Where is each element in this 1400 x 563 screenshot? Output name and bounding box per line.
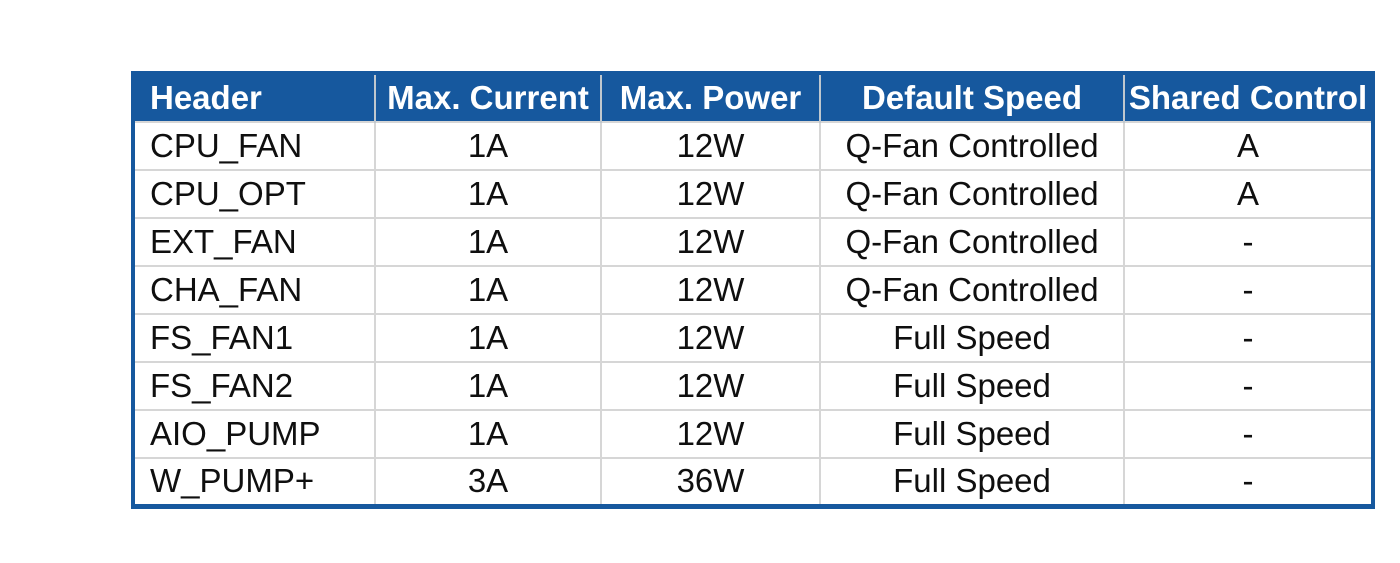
table-header-row: Header Max. Current Max. Power Default S… — [133, 73, 1373, 122]
cell-header: FS_FAN2 — [133, 361, 375, 410]
cell-default-speed: Full Speed — [819, 457, 1124, 506]
cell-max-current: 3A — [374, 457, 601, 506]
table-row: EXT_FAN 1A 12W Q-Fan Controlled - — [133, 217, 1373, 266]
cell-header: FS_FAN1 — [133, 313, 375, 362]
table-row: FS_FAN1 1A 12W Full Speed - — [133, 313, 1373, 362]
cell-default-speed: Full Speed — [819, 409, 1124, 458]
cell-header: W_PUMP+ — [133, 457, 375, 506]
cell-default-speed: Full Speed — [819, 313, 1124, 362]
table-row: CHA_FAN 1A 12W Q-Fan Controlled - — [133, 265, 1373, 314]
cell-shared-control: - — [1123, 457, 1373, 506]
cell-shared-control: - — [1123, 217, 1373, 266]
column-header-header: Header — [133, 73, 375, 122]
cell-header: CPU_OPT — [133, 169, 375, 218]
table-row: FS_FAN2 1A 12W Full Speed - — [133, 361, 1373, 410]
cell-max-power: 12W — [600, 313, 820, 362]
cell-header: EXT_FAN — [133, 217, 375, 266]
column-header-default-speed: Default Speed — [819, 73, 1124, 122]
cell-default-speed: Q-Fan Controlled — [819, 217, 1124, 266]
cell-shared-control: - — [1123, 265, 1373, 314]
cell-header: CHA_FAN — [133, 265, 375, 314]
fan-header-spec-table: Header Max. Current Max. Power Default S… — [131, 71, 1375, 509]
cell-default-speed: Full Speed — [819, 361, 1124, 410]
cell-max-power: 12W — [600, 265, 820, 314]
cell-max-current: 1A — [374, 169, 601, 218]
cell-header: CPU_FAN — [133, 121, 375, 170]
table-row: CPU_FAN 1A 12W Q-Fan Controlled A — [133, 121, 1373, 170]
cell-max-current: 1A — [374, 361, 601, 410]
cell-shared-control: - — [1123, 361, 1373, 410]
column-header-max-power: Max. Power — [600, 73, 820, 122]
cell-max-current: 1A — [374, 217, 601, 266]
cell-header: AIO_PUMP — [133, 409, 375, 458]
column-header-shared-control: Shared Control — [1123, 73, 1373, 122]
cell-max-power: 12W — [600, 217, 820, 266]
cell-max-power: 12W — [600, 121, 820, 170]
cell-max-current: 1A — [374, 265, 601, 314]
table-row: W_PUMP+ 3A 36W Full Speed - — [133, 457, 1373, 506]
table-row: AIO_PUMP 1A 12W Full Speed - — [133, 409, 1373, 458]
cell-default-speed: Q-Fan Controlled — [819, 265, 1124, 314]
cell-max-power: 36W — [600, 457, 820, 506]
cell-max-current: 1A — [374, 121, 601, 170]
cell-max-current: 1A — [374, 409, 601, 458]
cell-shared-control: - — [1123, 313, 1373, 362]
cell-max-power: 12W — [600, 409, 820, 458]
table-row: CPU_OPT 1A 12W Q-Fan Controlled A — [133, 169, 1373, 218]
cell-max-power: 12W — [600, 169, 820, 218]
cell-max-power: 12W — [600, 361, 820, 410]
cell-default-speed: Q-Fan Controlled — [819, 169, 1124, 218]
cell-shared-control: A — [1123, 169, 1373, 218]
cell-shared-control: A — [1123, 121, 1373, 170]
cell-shared-control: - — [1123, 409, 1373, 458]
column-header-max-current: Max. Current — [374, 73, 601, 122]
cell-max-current: 1A — [374, 313, 601, 362]
cell-default-speed: Q-Fan Controlled — [819, 121, 1124, 170]
